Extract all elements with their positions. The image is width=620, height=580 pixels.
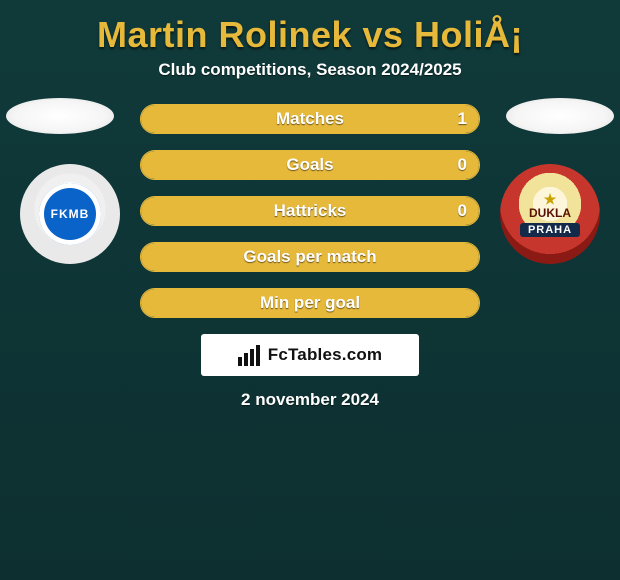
stat-label: Matches: [276, 109, 344, 129]
page-title: Martin Rolinek vs HoliÅ¡: [0, 0, 620, 60]
bars-icon: [238, 345, 260, 366]
club-badge-right-bottom: PRAHA: [520, 223, 580, 237]
stat-label: Goals per match: [243, 247, 376, 267]
brand-badge[interactable]: FcTables.com: [201, 334, 419, 376]
stat-row-matches: Matches 1: [140, 104, 480, 134]
footer-date: 2 november 2024: [0, 390, 620, 410]
stat-row-min-per-goal: Min per goal: [140, 288, 480, 318]
player-avatar-left: [6, 98, 114, 134]
comparison-panel: FKMB ★ DUKLA PRAHA Matches 1 Goals 0 Hat…: [0, 104, 620, 410]
stat-row-hattricks: Hattricks 0: [140, 196, 480, 226]
stat-row-goals-per-match: Goals per match: [140, 242, 480, 272]
player-avatar-right: [506, 98, 614, 134]
club-badge-left-label: FKMB: [39, 183, 101, 245]
stats-list: Matches 1 Goals 0 Hattricks 0 Goals per …: [140, 104, 480, 318]
stat-row-goals: Goals 0: [140, 150, 480, 180]
stat-value: 0: [458, 155, 467, 175]
stat-label: Goals: [286, 155, 333, 175]
stat-label: Hattricks: [274, 201, 347, 221]
club-badge-left: FKMB: [20, 164, 120, 264]
subtitle: Club competitions, Season 2024/2025: [0, 60, 620, 80]
stat-label: Min per goal: [260, 293, 360, 313]
club-badge-right-top: DUKLA: [529, 206, 571, 220]
stat-value: 0: [458, 201, 467, 221]
stat-value: 1: [458, 109, 467, 129]
club-badge-right: ★ DUKLA PRAHA: [500, 164, 600, 264]
brand-label: FcTables.com: [268, 345, 383, 365]
